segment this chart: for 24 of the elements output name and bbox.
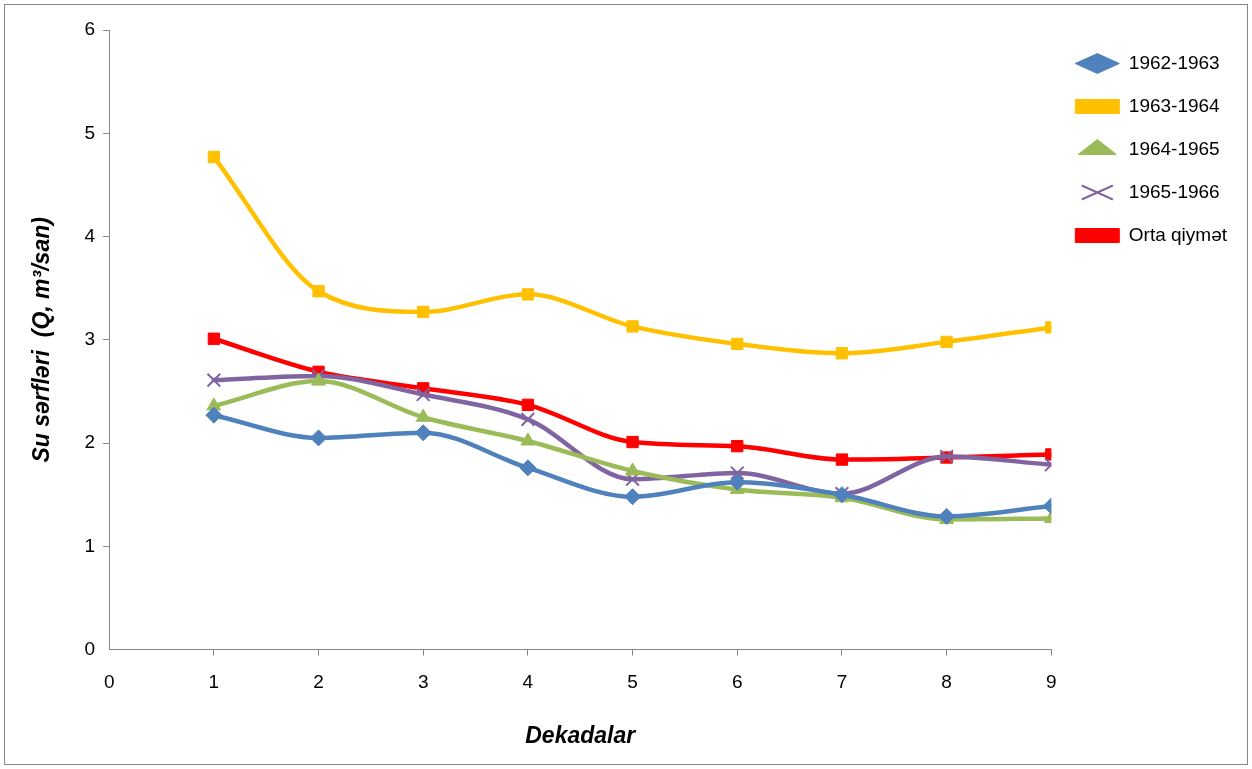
- x-tick-label: 9: [1046, 671, 1057, 693]
- legend-label: 1962-1963: [1128, 51, 1220, 73]
- y-tick-label: 4: [84, 224, 96, 246]
- x-tick-label: 0: [103, 671, 115, 693]
- x-tick-label: 8: [941, 671, 952, 693]
- x-tick-label: 6: [731, 671, 743, 693]
- legend-label: 1965-1966: [1128, 180, 1220, 202]
- x-tick-label: 5: [627, 671, 638, 693]
- legend-label: Orta qiymət: [1128, 223, 1228, 245]
- x-tick-label: 1: [208, 671, 220, 693]
- y-tick-label: 3: [84, 328, 96, 350]
- x-tick-label: 4: [522, 671, 534, 693]
- x-tick-label: 2: [313, 671, 324, 693]
- x-tick-label: 7: [836, 671, 848, 693]
- x-tick-label: 3: [417, 671, 429, 693]
- legend-label: 1963-1964: [1128, 94, 1221, 116]
- x-axis-title: Dekadalar: [525, 721, 637, 748]
- y-tick-label: 1: [84, 534, 96, 556]
- y-tick-label: 0: [84, 637, 96, 659]
- y-tick-label: 5: [84, 121, 96, 143]
- y-axis-title: Su sərfləri (Q, m³/san): [28, 217, 55, 463]
- y-tick-label: 2: [84, 431, 96, 453]
- legend-label: 1964-1965: [1128, 137, 1220, 159]
- y-tick-label: 6: [84, 18, 96, 40]
